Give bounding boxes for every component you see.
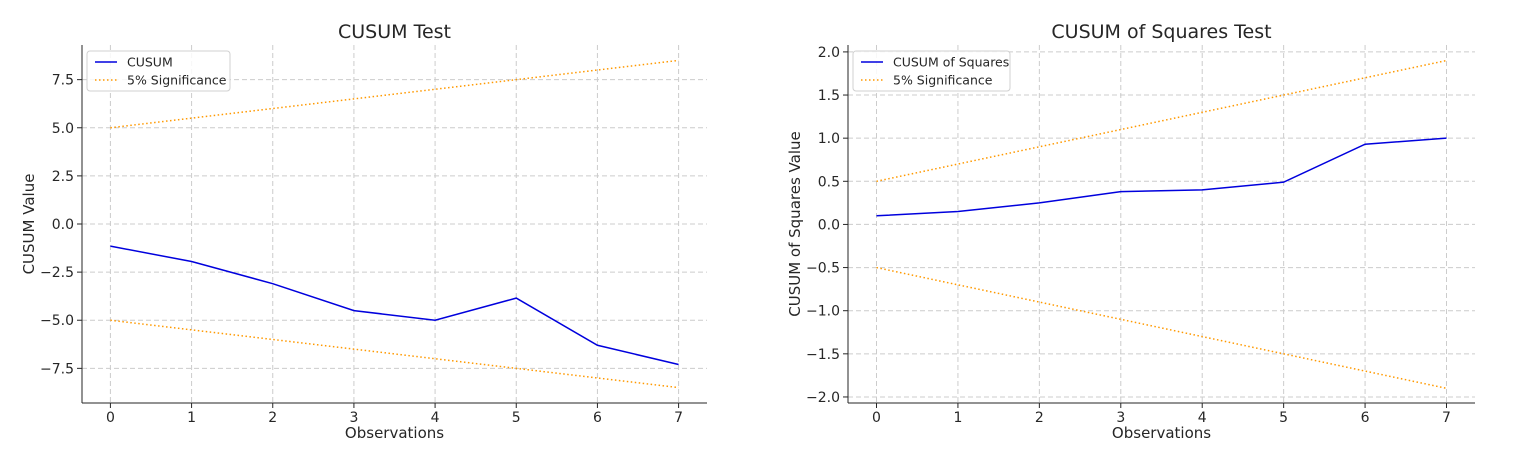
x-tick-label: 1 bbox=[953, 410, 962, 426]
series-line-main bbox=[876, 137, 1447, 217]
x-tick-label: 1 bbox=[187, 410, 196, 426]
y-tick-label: −2.5 bbox=[40, 265, 74, 281]
y-tick-label: 1.5 bbox=[818, 88, 840, 104]
x-tick-label: 4 bbox=[431, 410, 440, 426]
legend-label: CUSUM of Squares bbox=[893, 55, 1009, 70]
lower-significance-line bbox=[876, 266, 1447, 390]
x-tick-label: 7 bbox=[674, 410, 683, 426]
legend: CUSUM of Squares 5% Significance bbox=[852, 50, 1011, 92]
y-tick-label: 5.0 bbox=[52, 121, 74, 137]
y-tick-label: 2.0 bbox=[818, 45, 840, 61]
legend-label: 5% Significance bbox=[127, 73, 227, 88]
y-tick-label: 1.0 bbox=[818, 131, 840, 147]
y-tick-label: 2.5 bbox=[52, 169, 74, 185]
x-tick-label: 6 bbox=[593, 410, 602, 426]
x-tick-label: 3 bbox=[1116, 410, 1125, 426]
legend-box bbox=[86, 50, 231, 92]
y-tick-label: −2.0 bbox=[806, 390, 840, 406]
legend-box bbox=[852, 50, 1011, 92]
y-tick-label: 0.0 bbox=[818, 217, 840, 233]
y-axis-label: CUSUM of Squares Value bbox=[786, 131, 804, 316]
x-tick-label: 0 bbox=[106, 410, 115, 426]
x-tick-label: 3 bbox=[349, 410, 358, 426]
x-tick-label: 0 bbox=[872, 410, 881, 426]
y-tick-label: −0.5 bbox=[806, 261, 840, 277]
legend: CUSUM 5% Significance bbox=[86, 50, 231, 92]
upper-significance-line bbox=[110, 59, 679, 129]
chart-title: CUSUM of Squares Test bbox=[1051, 21, 1271, 43]
x-tick-label: 4 bbox=[1198, 410, 1207, 426]
lower-significance-line bbox=[110, 319, 679, 389]
x-tick-label: 2 bbox=[268, 410, 277, 426]
legend-label: CUSUM bbox=[127, 55, 173, 70]
legend-label: 5% Significance bbox=[893, 73, 993, 88]
y-tick-label: 7.5 bbox=[52, 73, 74, 89]
x-tick-label: 2 bbox=[1035, 410, 1044, 426]
x-axis-label: Observations bbox=[1112, 424, 1211, 442]
cusum-of-squares-test-chart: 0 1 2 3 4 5 6 7 −2.0 −1.5 −1.0 −0.5 0.0 0.5 1.0 1.5 2.0 C… bbox=[786, 21, 1475, 442]
chart-title: CUSUM Test bbox=[338, 21, 451, 43]
series-line-main bbox=[110, 245, 679, 366]
x-tick-label: 6 bbox=[1361, 410, 1370, 426]
x-axis-label: Observations bbox=[345, 424, 444, 442]
y-axis-label: CUSUM Value bbox=[20, 174, 38, 275]
y-tick-label: −7.5 bbox=[40, 361, 74, 377]
y-tick-label: 0.5 bbox=[818, 174, 840, 190]
x-tick-label: 7 bbox=[1442, 410, 1451, 426]
y-tick-label: −5.0 bbox=[40, 313, 74, 329]
x-tick-label: 5 bbox=[1279, 410, 1288, 426]
x-tick-label: 5 bbox=[512, 410, 521, 426]
cusum-test-chart: 0 1 2 3 4 5 6 7 −7.5 −5.0 −2.5 0.0 2.5 5.0 7.5 CUSUM Te… bbox=[20, 21, 707, 442]
upper-significance-line bbox=[876, 59, 1447, 183]
y-tick-label: 0.0 bbox=[52, 217, 74, 233]
y-tick-label: −1.0 bbox=[806, 304, 840, 320]
y-tick-label: −1.5 bbox=[806, 347, 840, 363]
